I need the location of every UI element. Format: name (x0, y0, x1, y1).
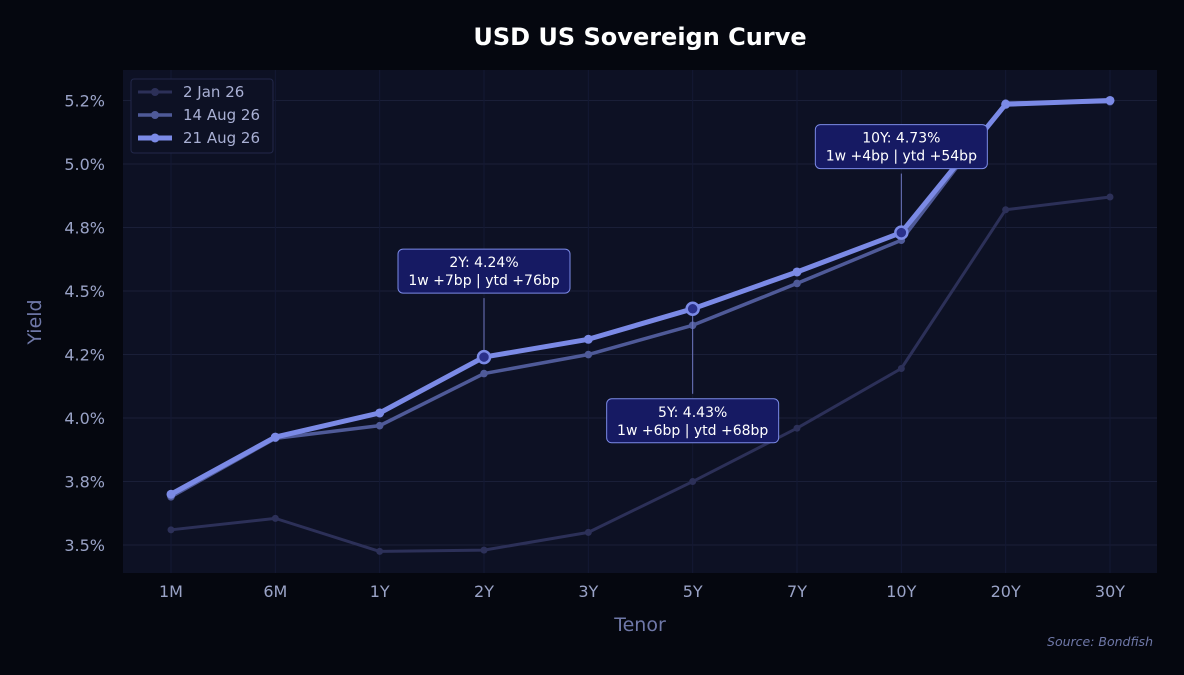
data-point (584, 350, 593, 359)
y-tick-label: 3.8% (64, 473, 105, 492)
legend-marker (151, 88, 159, 96)
x-tick-label: 20Y (991, 582, 1021, 601)
x-axis-ticks: 1M 6M 1Y 2Y 3Y 5Y 7Y 10Y 20Y 30Y (159, 582, 1125, 601)
annotation-marker (476, 349, 492, 365)
annotation-marker (685, 301, 700, 317)
legend: 2 Jan 26 14 Aug 26 21 Aug 26 (130, 78, 274, 154)
y-tick-label: 5.0% (64, 155, 105, 174)
legend-label: 2 Jan 26 (183, 83, 244, 101)
x-tick-label: 30Y (1095, 582, 1125, 601)
legend-marker (150, 133, 160, 143)
annotation-marker (894, 225, 909, 240)
y-tick-label: 4.0% (64, 409, 105, 428)
chart-title: USD US Sovereign Curve (473, 23, 806, 51)
legend-box (130, 78, 274, 154)
annotation-10y: 10Y: 4.73% 1w +4bp | ytd +54bp (814, 124, 988, 240)
annotation-2y: 2Y: 4.24% 1w +7bp | ytd +76bp (397, 248, 571, 365)
annotation-change: 1w +6bp | ytd +68bp (617, 423, 768, 439)
x-tick-label: 2Y (474, 582, 494, 601)
annotation-value: 5Y: 4.43% (658, 405, 727, 421)
y-axis-label: Yield (24, 299, 46, 345)
data-point (583, 334, 593, 344)
x-tick-label: 1M (159, 582, 183, 601)
data-point (270, 432, 280, 442)
legend-entry: 2 Jan 26 (138, 83, 244, 101)
source-note: Source: Bondfish (1047, 634, 1153, 649)
data-point (375, 421, 384, 430)
x-tick-label: 7Y (787, 582, 807, 601)
data-point (375, 408, 385, 418)
series-line (169, 195, 1112, 553)
data-point (897, 364, 905, 372)
y-axis-ticks: 3.5% 3.8% 4.0% 4.2% 4.5% 4.8% 5.0% 5.2% (64, 91, 105, 555)
y-tick-label: 3.5% (64, 536, 105, 555)
x-tick-label: 1Y (370, 582, 390, 601)
annotation-value: 2Y: 4.24% (449, 255, 518, 271)
x-tick-label: 6M (263, 582, 287, 601)
x-tick-label: 10Y (886, 582, 916, 601)
annotation-box (606, 398, 780, 444)
data-point (480, 546, 488, 554)
data-point (1105, 95, 1115, 105)
annotation-box (814, 124, 988, 170)
data-point (584, 528, 592, 536)
data-point (1002, 206, 1010, 214)
legend-label: 21 Aug 26 (183, 129, 260, 147)
x-axis-label: Tenor (613, 614, 666, 636)
data-point (793, 279, 801, 288)
annotation-change: 1w +4bp | ytd +54bp (826, 149, 977, 165)
data-point (792, 267, 802, 277)
y-tick-label: 4.8% (64, 219, 105, 238)
annotation-5y: 5Y: 4.43% 1w +6bp | ytd +68bp (606, 301, 780, 444)
data-point (793, 424, 801, 432)
data-point (166, 489, 176, 499)
legend-entry: 21 Aug 26 (138, 129, 260, 147)
annotation-change: 1w +7bp | ytd +76bp (408, 273, 559, 289)
data-point (1106, 193, 1114, 201)
plot-area (123, 70, 1157, 573)
series-2-jan-26 (167, 193, 1114, 555)
data-point (271, 514, 279, 522)
legend-label: 14 Aug 26 (183, 106, 260, 124)
legend-marker (151, 111, 159, 119)
x-tick-label: 3Y (578, 582, 598, 601)
data-point (1001, 99, 1011, 109)
data-point (167, 526, 175, 534)
y-tick-label: 4.5% (64, 282, 105, 301)
data-point (480, 369, 488, 378)
annotation-value: 10Y: 4.73% (862, 131, 940, 147)
data-point (689, 478, 697, 486)
annotation-box (397, 248, 571, 294)
x-tick-label: 5Y (683, 582, 703, 601)
y-tick-label: 5.2% (64, 91, 105, 110)
annotations: 2Y: 4.24% 1w +7bp | ytd +76bp 5Y: 4.43% 1w … (397, 124, 988, 444)
y-tick-label: 4.2% (64, 346, 105, 365)
data-point (376, 547, 384, 555)
legend-entry: 14 Aug 26 (138, 106, 260, 124)
